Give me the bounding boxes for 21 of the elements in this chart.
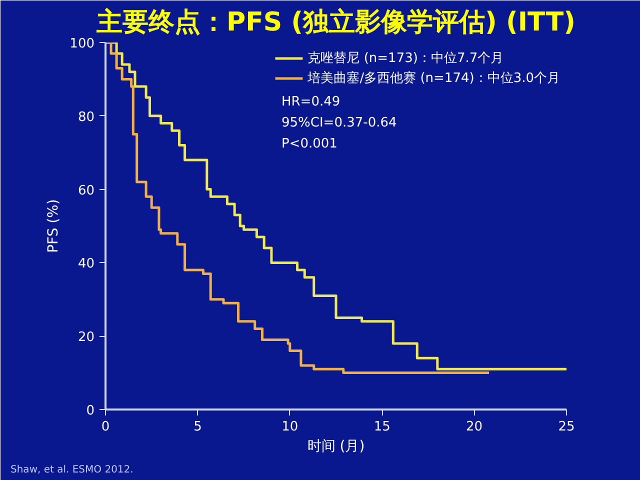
y-tick-label: 60 bbox=[78, 183, 95, 198]
x-axis-title: 时间 (月) bbox=[307, 438, 365, 454]
y-tick-label: 40 bbox=[78, 256, 95, 272]
annotation: HR=0.49 bbox=[282, 94, 340, 110]
x-tick-label: 20 bbox=[466, 420, 483, 434]
x-tick-label: 0 bbox=[101, 420, 110, 434]
y-tick-label: 100 bbox=[70, 36, 95, 52]
x-tick-label: 10 bbox=[282, 420, 298, 434]
x-tick-label: 15 bbox=[374, 420, 390, 434]
x-tick-label: 5 bbox=[194, 420, 202, 434]
y-tick-label: 20 bbox=[78, 330, 95, 346]
y-axis-title: PFS (%) bbox=[46, 199, 62, 253]
y-tick-label: 0 bbox=[86, 404, 95, 418]
annotation: 95%CI=0.37-0.64 bbox=[282, 116, 397, 130]
legend-label: 培美曲塞/多西他赛 (n=174)：中位3.0个月 bbox=[308, 70, 560, 87]
chart-title: 主要终点：PFS (独立影像学评估) (ITT) bbox=[96, 8, 576, 38]
legend-label: 克唑替尼 (n=173)：中位7.7个月 bbox=[308, 50, 504, 67]
x-tick-label: 25 bbox=[558, 420, 575, 434]
text: Shaw, et al. ESMO 2012. bbox=[10, 464, 134, 476]
annotation: P<0.001 bbox=[282, 136, 338, 152]
y-tick-label: 80 bbox=[78, 110, 95, 125]
